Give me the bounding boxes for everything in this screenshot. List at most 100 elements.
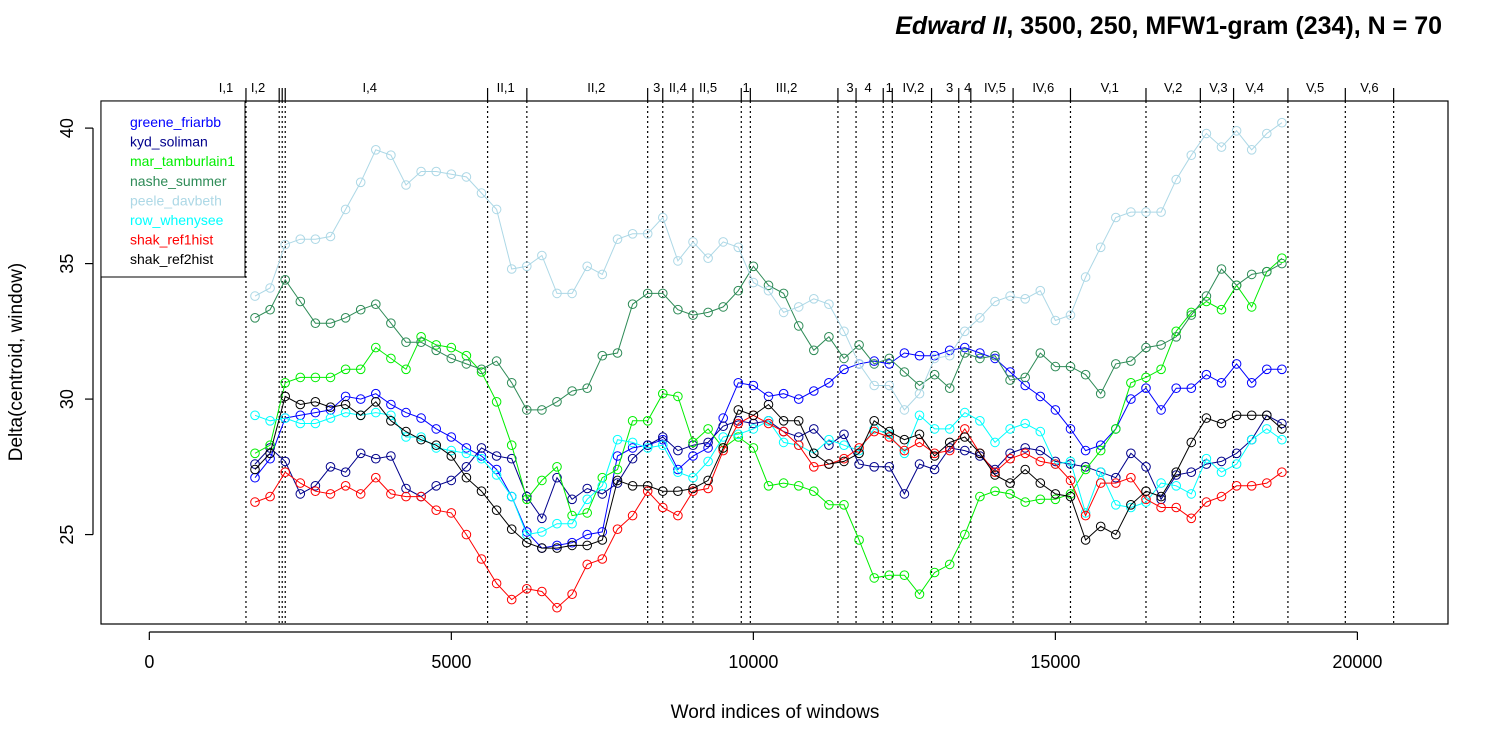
- data-point: [1216, 378, 1227, 388]
- data-point: [1216, 304, 1227, 315]
- data-point: [446, 342, 457, 353]
- data-point: [431, 166, 442, 177]
- data-point: [975, 313, 985, 323]
- data-point: [1246, 410, 1257, 421]
- data-point: [340, 481, 351, 491]
- data-point: [1065, 361, 1076, 372]
- data-point: [899, 405, 910, 415]
- data-point: [1126, 472, 1136, 483]
- data-point: [537, 250, 547, 261]
- data-point: [431, 340, 442, 350]
- data-point: [1050, 361, 1061, 372]
- data-point: [1156, 405, 1166, 415]
- scene-label: V,3: [1209, 80, 1227, 95]
- data-point: [1050, 494, 1061, 505]
- data-point: [899, 367, 910, 377]
- data-point: [1035, 285, 1046, 296]
- data-point: [401, 407, 411, 418]
- data-point: [1005, 424, 1015, 434]
- data-point: [250, 410, 260, 421]
- data-point: [914, 388, 925, 399]
- data-point: [612, 234, 623, 244]
- data-point: [325, 231, 336, 242]
- data-point: [416, 337, 426, 348]
- data-point: [778, 388, 789, 399]
- data-point: [642, 229, 653, 239]
- data-point: [975, 348, 985, 358]
- data-point: [371, 299, 381, 310]
- series-shak_ref2hist: [250, 391, 1287, 553]
- scene-label: 1: [886, 80, 893, 95]
- data-point: [1141, 342, 1151, 353]
- data-point: [1216, 418, 1227, 429]
- series-line: [254, 122, 1283, 411]
- data-point: [778, 288, 789, 299]
- data-point: [401, 483, 411, 494]
- data-point: [809, 486, 819, 497]
- data-point: [627, 229, 638, 239]
- data-point: [960, 432, 970, 442]
- data-point: [506, 264, 517, 274]
- data-point: [461, 172, 472, 182]
- data-point: [1126, 378, 1136, 388]
- data-point: [1201, 413, 1212, 423]
- data-point: [763, 418, 774, 429]
- data-point: [446, 353, 457, 364]
- data-point: [733, 429, 744, 440]
- data-point: [1171, 332, 1181, 342]
- data-point: [491, 356, 502, 366]
- data-point: [733, 418, 744, 429]
- data-point: [1246, 145, 1257, 155]
- data-point: [355, 177, 366, 188]
- data-point: [884, 432, 895, 442]
- data-point: [537, 513, 547, 524]
- data-point: [567, 518, 577, 529]
- data-point: [310, 481, 321, 491]
- scene-label: 4: [964, 80, 971, 95]
- data-point: [552, 472, 562, 483]
- data-point: [1156, 207, 1166, 217]
- data-point: [265, 416, 275, 426]
- data-point: [1246, 481, 1257, 491]
- data-point: [793, 302, 804, 312]
- data-point: [1080, 272, 1091, 282]
- data-point: [793, 416, 804, 426]
- axes: 0 5000 10000 15000 20000 25 30 35 40: [57, 100, 1449, 672]
- data-point: [733, 378, 744, 388]
- data-point: [552, 540, 562, 551]
- data-point: [325, 489, 336, 499]
- data-point: [854, 448, 864, 459]
- data-point: [567, 540, 577, 551]
- data-point: [990, 467, 1000, 478]
- data-point: [718, 302, 729, 312]
- data-point: [310, 318, 321, 329]
- data-point: [537, 543, 547, 553]
- data-point: [446, 475, 457, 486]
- data-point: [778, 416, 789, 426]
- data-point: [401, 491, 411, 502]
- data-point: [1246, 378, 1257, 388]
- data-point: [280, 467, 291, 478]
- data-point: [1080, 369, 1091, 380]
- data-point: [295, 296, 306, 307]
- data-point: [1065, 475, 1076, 486]
- data-point: [975, 416, 985, 426]
- data-point: [597, 350, 608, 361]
- data-point: [627, 453, 638, 464]
- data-point: [340, 204, 351, 215]
- data-point: [582, 483, 593, 494]
- series-layer: [250, 117, 1287, 613]
- data-point: [718, 443, 729, 453]
- y-tick-label: 25: [57, 525, 77, 545]
- data-point: [355, 394, 366, 404]
- data-point: [809, 462, 819, 472]
- data-point: [703, 424, 713, 434]
- series-line: [254, 411, 1283, 536]
- data-point: [386, 353, 396, 364]
- data-point: [1035, 494, 1046, 505]
- x-tick-label: 10000: [728, 652, 778, 672]
- data-point: [869, 416, 880, 426]
- data-point: [476, 486, 487, 497]
- legend-entry: greene_friarbb: [130, 114, 221, 130]
- data-point: [476, 188, 487, 198]
